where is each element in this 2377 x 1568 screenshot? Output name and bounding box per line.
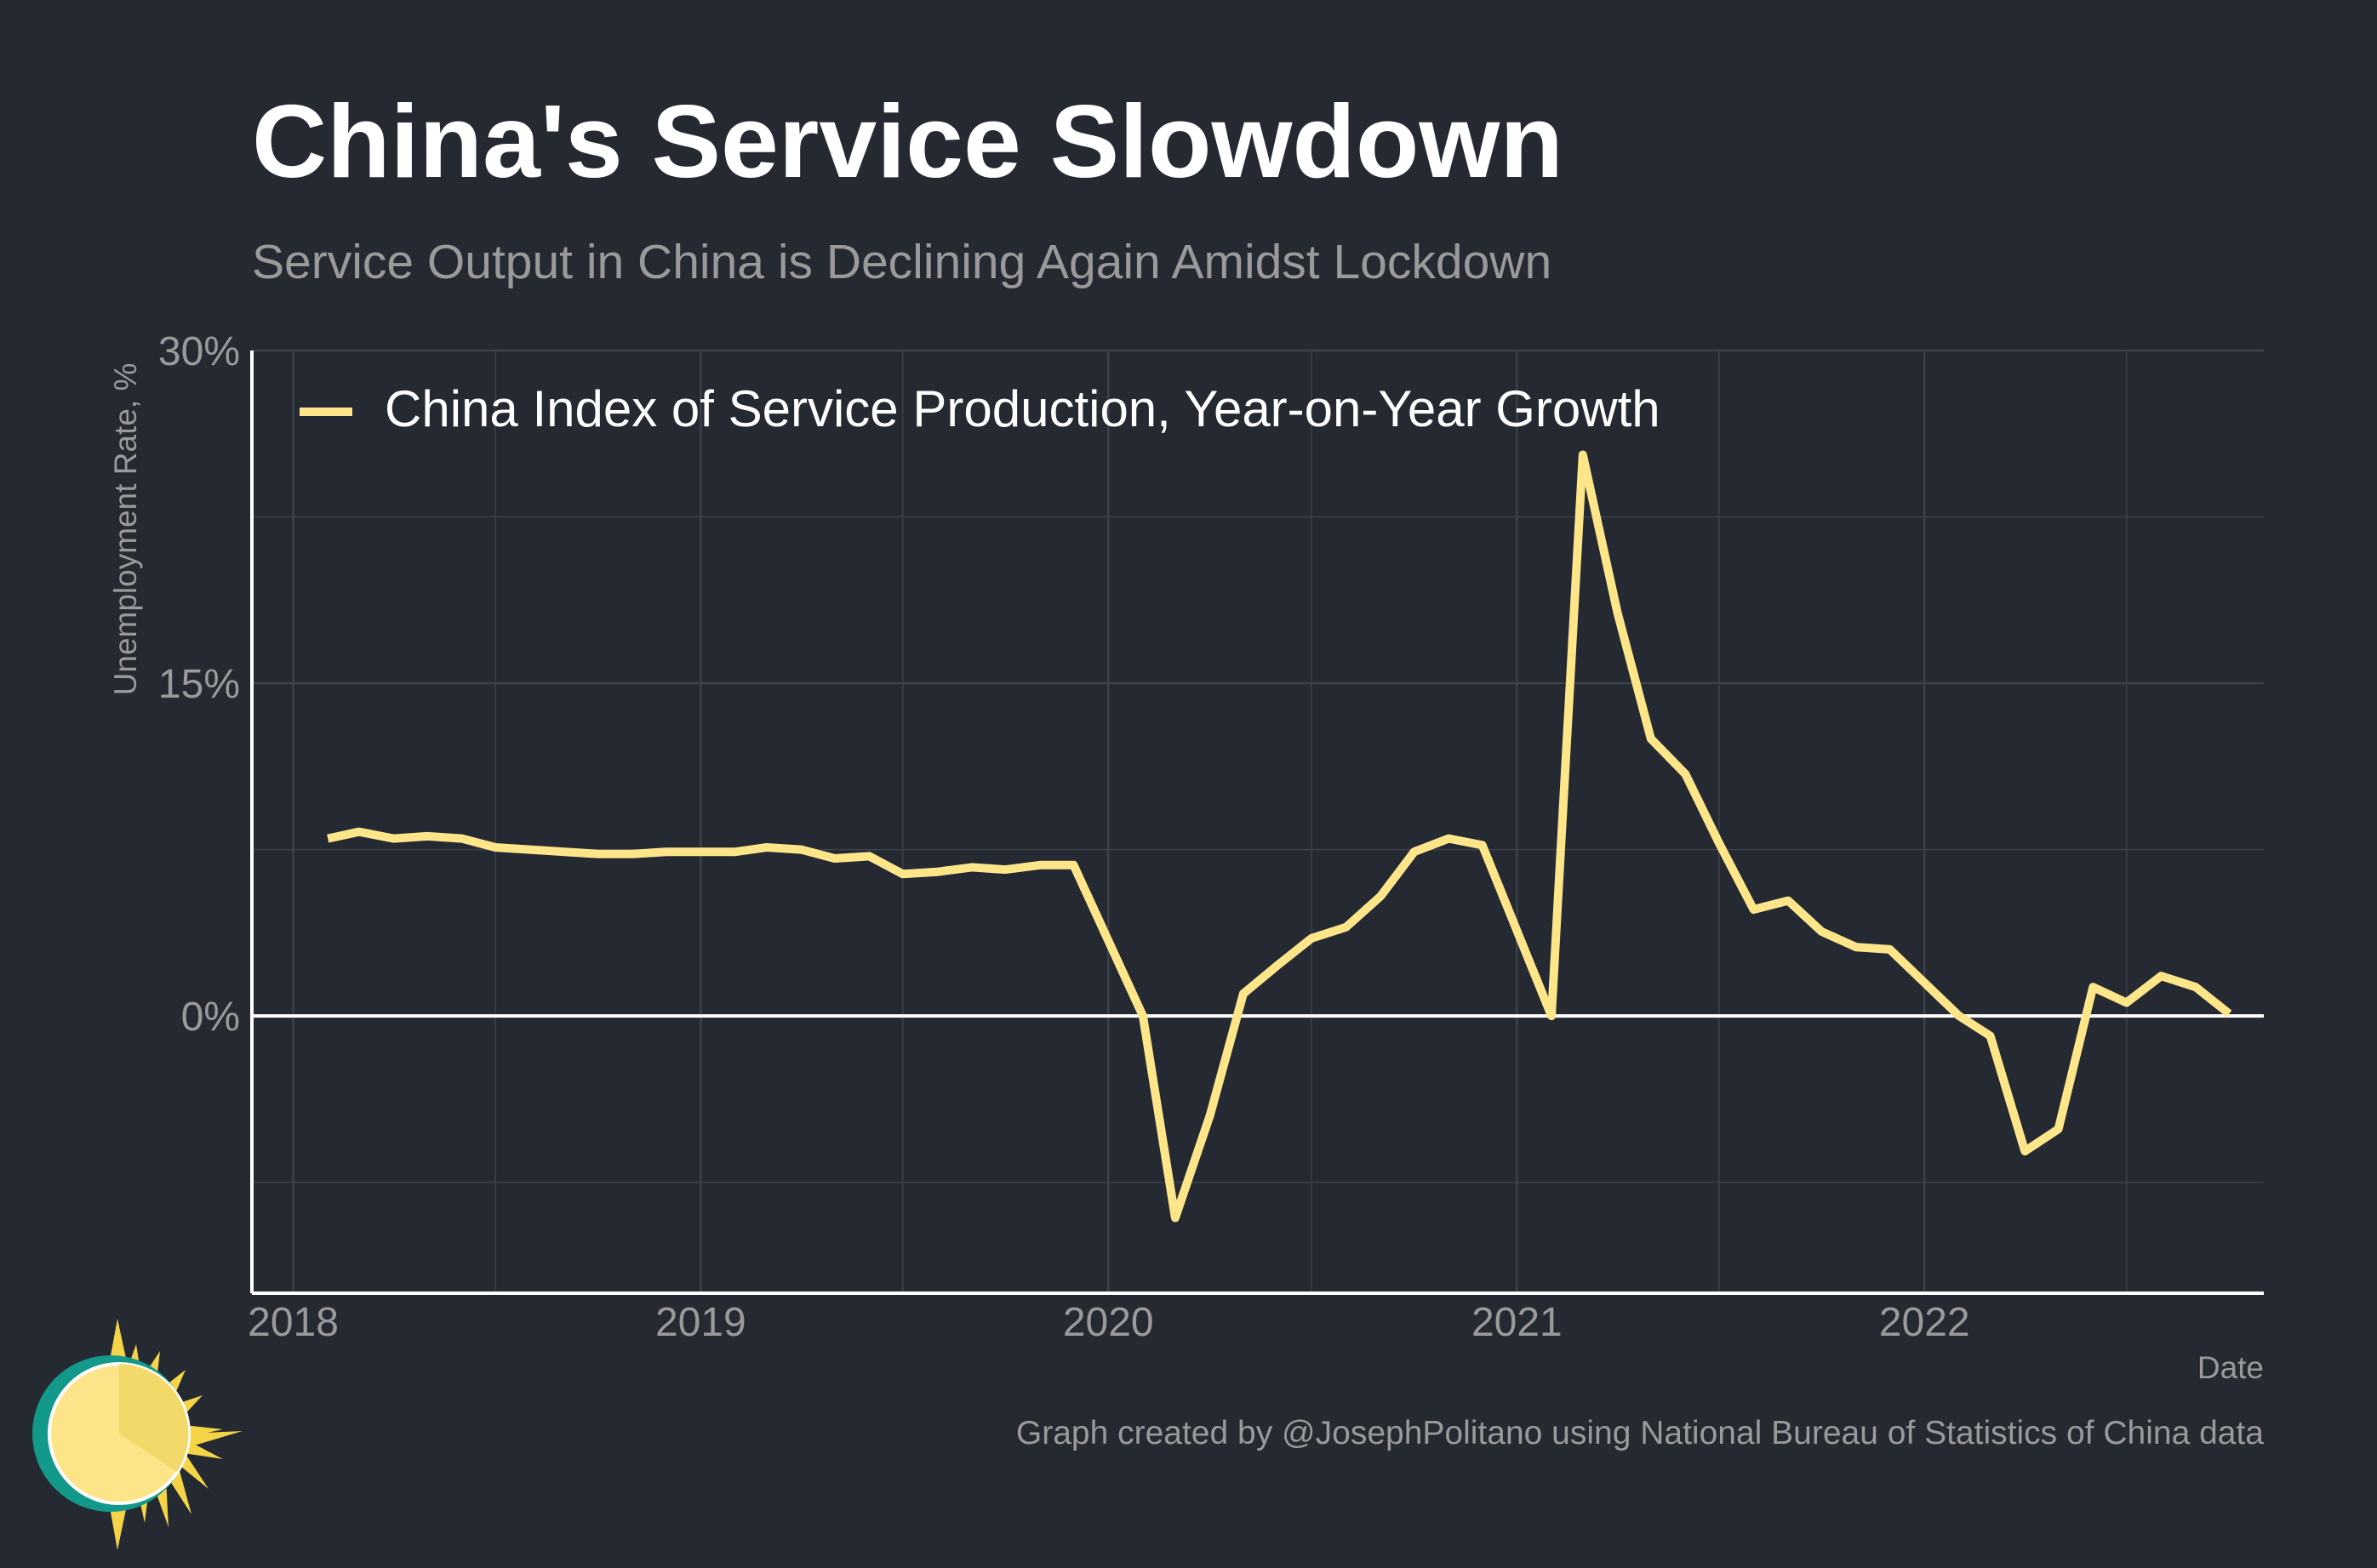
- y-tick-label: 30%: [158, 329, 240, 374]
- y-tick-label: 0%: [181, 995, 240, 1040]
- chart-subtitle: Service Output in China is Declining Aga…: [252, 235, 1552, 289]
- chart-title: China's Service Slowdown: [252, 83, 1563, 199]
- sun-logo-icon: [32, 1319, 243, 1550]
- source-caption: Graph created by @JosephPolitano using N…: [1015, 1415, 2264, 1451]
- x-tick-label: 2019: [655, 1300, 746, 1345]
- sun-ray: [184, 1440, 223, 1459]
- x-tick-label: 2022: [1879, 1300, 1970, 1345]
- x-tick-label: 2021: [1471, 1300, 1563, 1345]
- x-tick-label: 2020: [1063, 1300, 1154, 1345]
- y-tick-label: 15%: [158, 662, 240, 707]
- y-axis-title: Unemployment Rate, %: [108, 363, 143, 696]
- legend-label: China Index of Service Production, Year-…: [385, 380, 1660, 437]
- x-axis-title: Date: [2197, 1350, 2264, 1385]
- sun-ray: [186, 1431, 243, 1448]
- series-line: [327, 450, 2232, 1223]
- x-tick-label: 2018: [248, 1300, 339, 1345]
- sun-shade: [119, 1364, 189, 1472]
